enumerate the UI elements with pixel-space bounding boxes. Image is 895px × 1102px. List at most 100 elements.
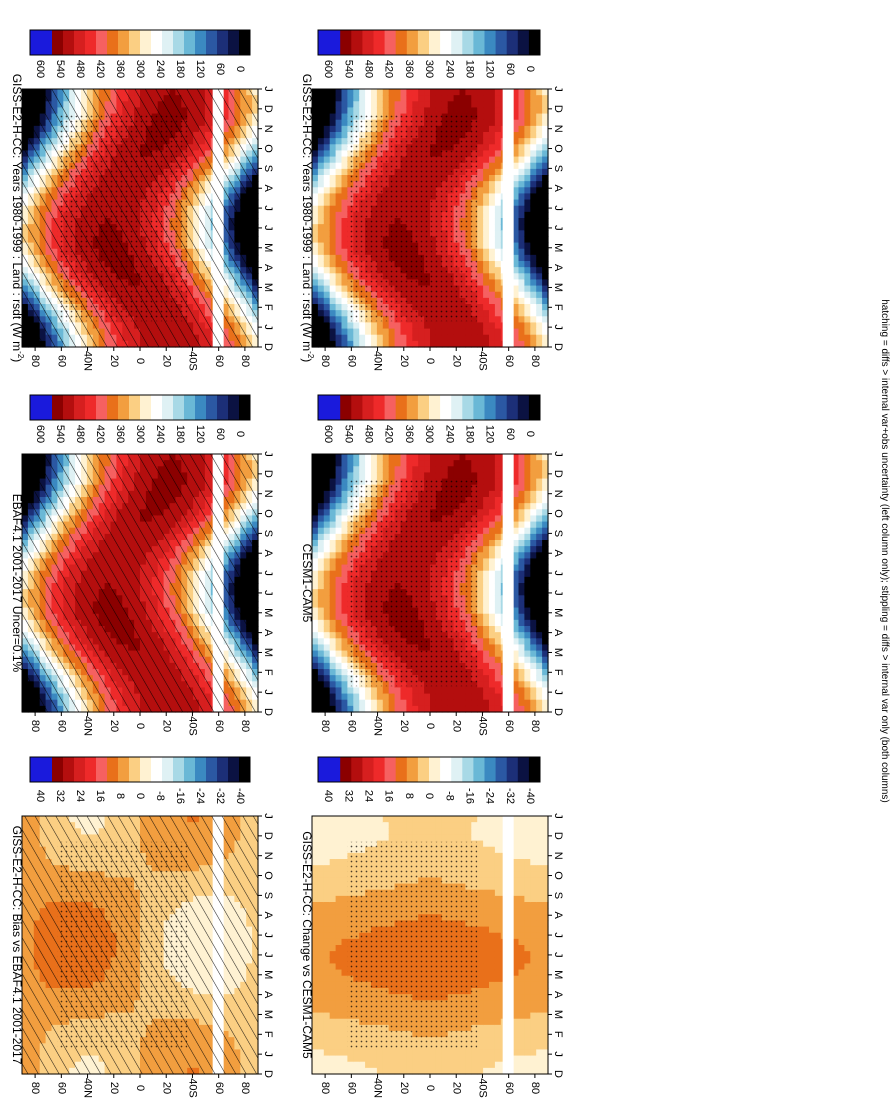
heatmap-cell [494,285,502,293]
colorbar-label: 420 [94,60,106,78]
heatmap-cell [489,150,496,158]
heatmap-cell [418,101,425,109]
heatmap-cell [477,156,484,164]
heatmap-cell [477,193,484,201]
heatmap-cell [494,236,502,244]
heatmap-cell [489,297,496,305]
heatmap-cell [477,254,484,262]
month-tick-label: S [552,165,564,172]
colorbar-swatch [473,30,485,55]
heatmap-cell [323,125,331,133]
lat-tick-label: 20 [398,355,410,367]
colorbar-swatch [429,30,441,55]
panel-title: GISS-E2-H-CC: Years 1980-1999 : Land : r… [10,74,26,363]
colorbar-label: 60 [214,63,226,75]
lat-tick-label: 20 [108,355,120,367]
heatmap-cell [512,285,520,293]
heatmap-cell [530,101,537,109]
lat-tick-label: 40N [82,351,94,371]
heatmap-cell [518,205,525,213]
stippling-overlay [347,114,478,322]
heatmap-cell [465,107,472,115]
heatmap-cell [329,322,337,330]
heatmap-cell [477,119,484,127]
heatmap-cell [494,316,502,324]
heatmap-cell [542,193,549,201]
heatmap-cell [441,107,449,115]
heatmap-cell [341,205,348,213]
heatmap-cell [512,144,520,152]
heatmap-cell [323,205,331,213]
heatmap-cell [317,334,325,342]
heatmap-cell [483,95,490,102]
heatmap-cell [512,224,520,231]
heatmap-cell [312,138,319,145]
heatmap-cell [524,236,531,244]
heatmap-cell [317,285,325,293]
heatmap-cell [512,119,520,127]
heatmap-cell [483,291,490,299]
heatmap-cell [376,340,384,348]
heatmap-cell [542,175,549,182]
heatmap-cell [317,162,325,170]
heatmap-cell [329,132,337,139]
heatmap-cell [335,340,343,348]
heatmap-cell [388,101,396,109]
heatmap-cell [530,162,537,170]
heatmap-cell [365,334,372,342]
heatmap-cell [406,89,413,96]
heatmap-cell [335,101,343,109]
heatmap-cell [329,187,337,195]
heatmap-cell [317,175,325,182]
heatmap-cell [335,218,343,225]
heatmap-cell [365,107,372,115]
heatmap-cell [312,199,319,207]
lat-tick-label: 20 [160,355,172,367]
heatmap-cell [512,113,520,121]
heatmap-cell [494,340,502,348]
heatmap-cell [323,310,331,317]
heatmap-cell [424,89,431,96]
heatmap-cell [341,199,348,207]
panel-title: GISS-E2-H-CC: Years 1980-1999 : Land : r… [300,74,316,363]
heatmap-cell [494,181,502,188]
heatmap-cell [323,119,331,127]
heatmap-cell [530,267,537,274]
heatmap-cell [542,101,549,109]
heatmap-cell [542,187,549,195]
heatmap-cell [435,322,443,330]
heatmap-cell [412,334,419,342]
heatmap-cell [489,230,496,238]
heatmap-cell [424,340,431,348]
heatmap-cell [542,236,549,244]
heatmap-cell [347,95,354,102]
heatmap-cell [518,310,525,317]
heatmap-cell [376,328,384,336]
heatmap-cell [329,285,337,293]
heatmap-cell [494,211,502,219]
heatmap-cell [489,95,496,102]
heatmap-cell [530,285,537,293]
heatmap-cell [359,101,366,109]
heatmap-cell [512,205,520,213]
heatmap-cell [536,224,543,231]
heatmap-cell [483,205,490,213]
heatmap-cell [317,138,325,145]
heatmap-cell [329,107,337,115]
heatmap-cell [483,279,490,287]
heatmap-cell [412,328,419,336]
heatmap-cell [489,261,496,268]
heatmap-cell [376,322,384,330]
heatmap-cell [483,132,490,139]
heatmap-cell [536,297,543,305]
heatmap-cell [536,340,543,348]
heatmap-cell [382,107,390,115]
heatmap-cell [312,113,319,121]
heatmap-cell [335,316,343,324]
heatmap-cell [494,132,502,139]
heatmap-cell [341,224,348,231]
heatmap-cell [536,168,543,176]
heatmap-cell [477,322,484,330]
heatmap-cell [483,119,490,127]
colorbar-label: 300 [423,60,435,78]
